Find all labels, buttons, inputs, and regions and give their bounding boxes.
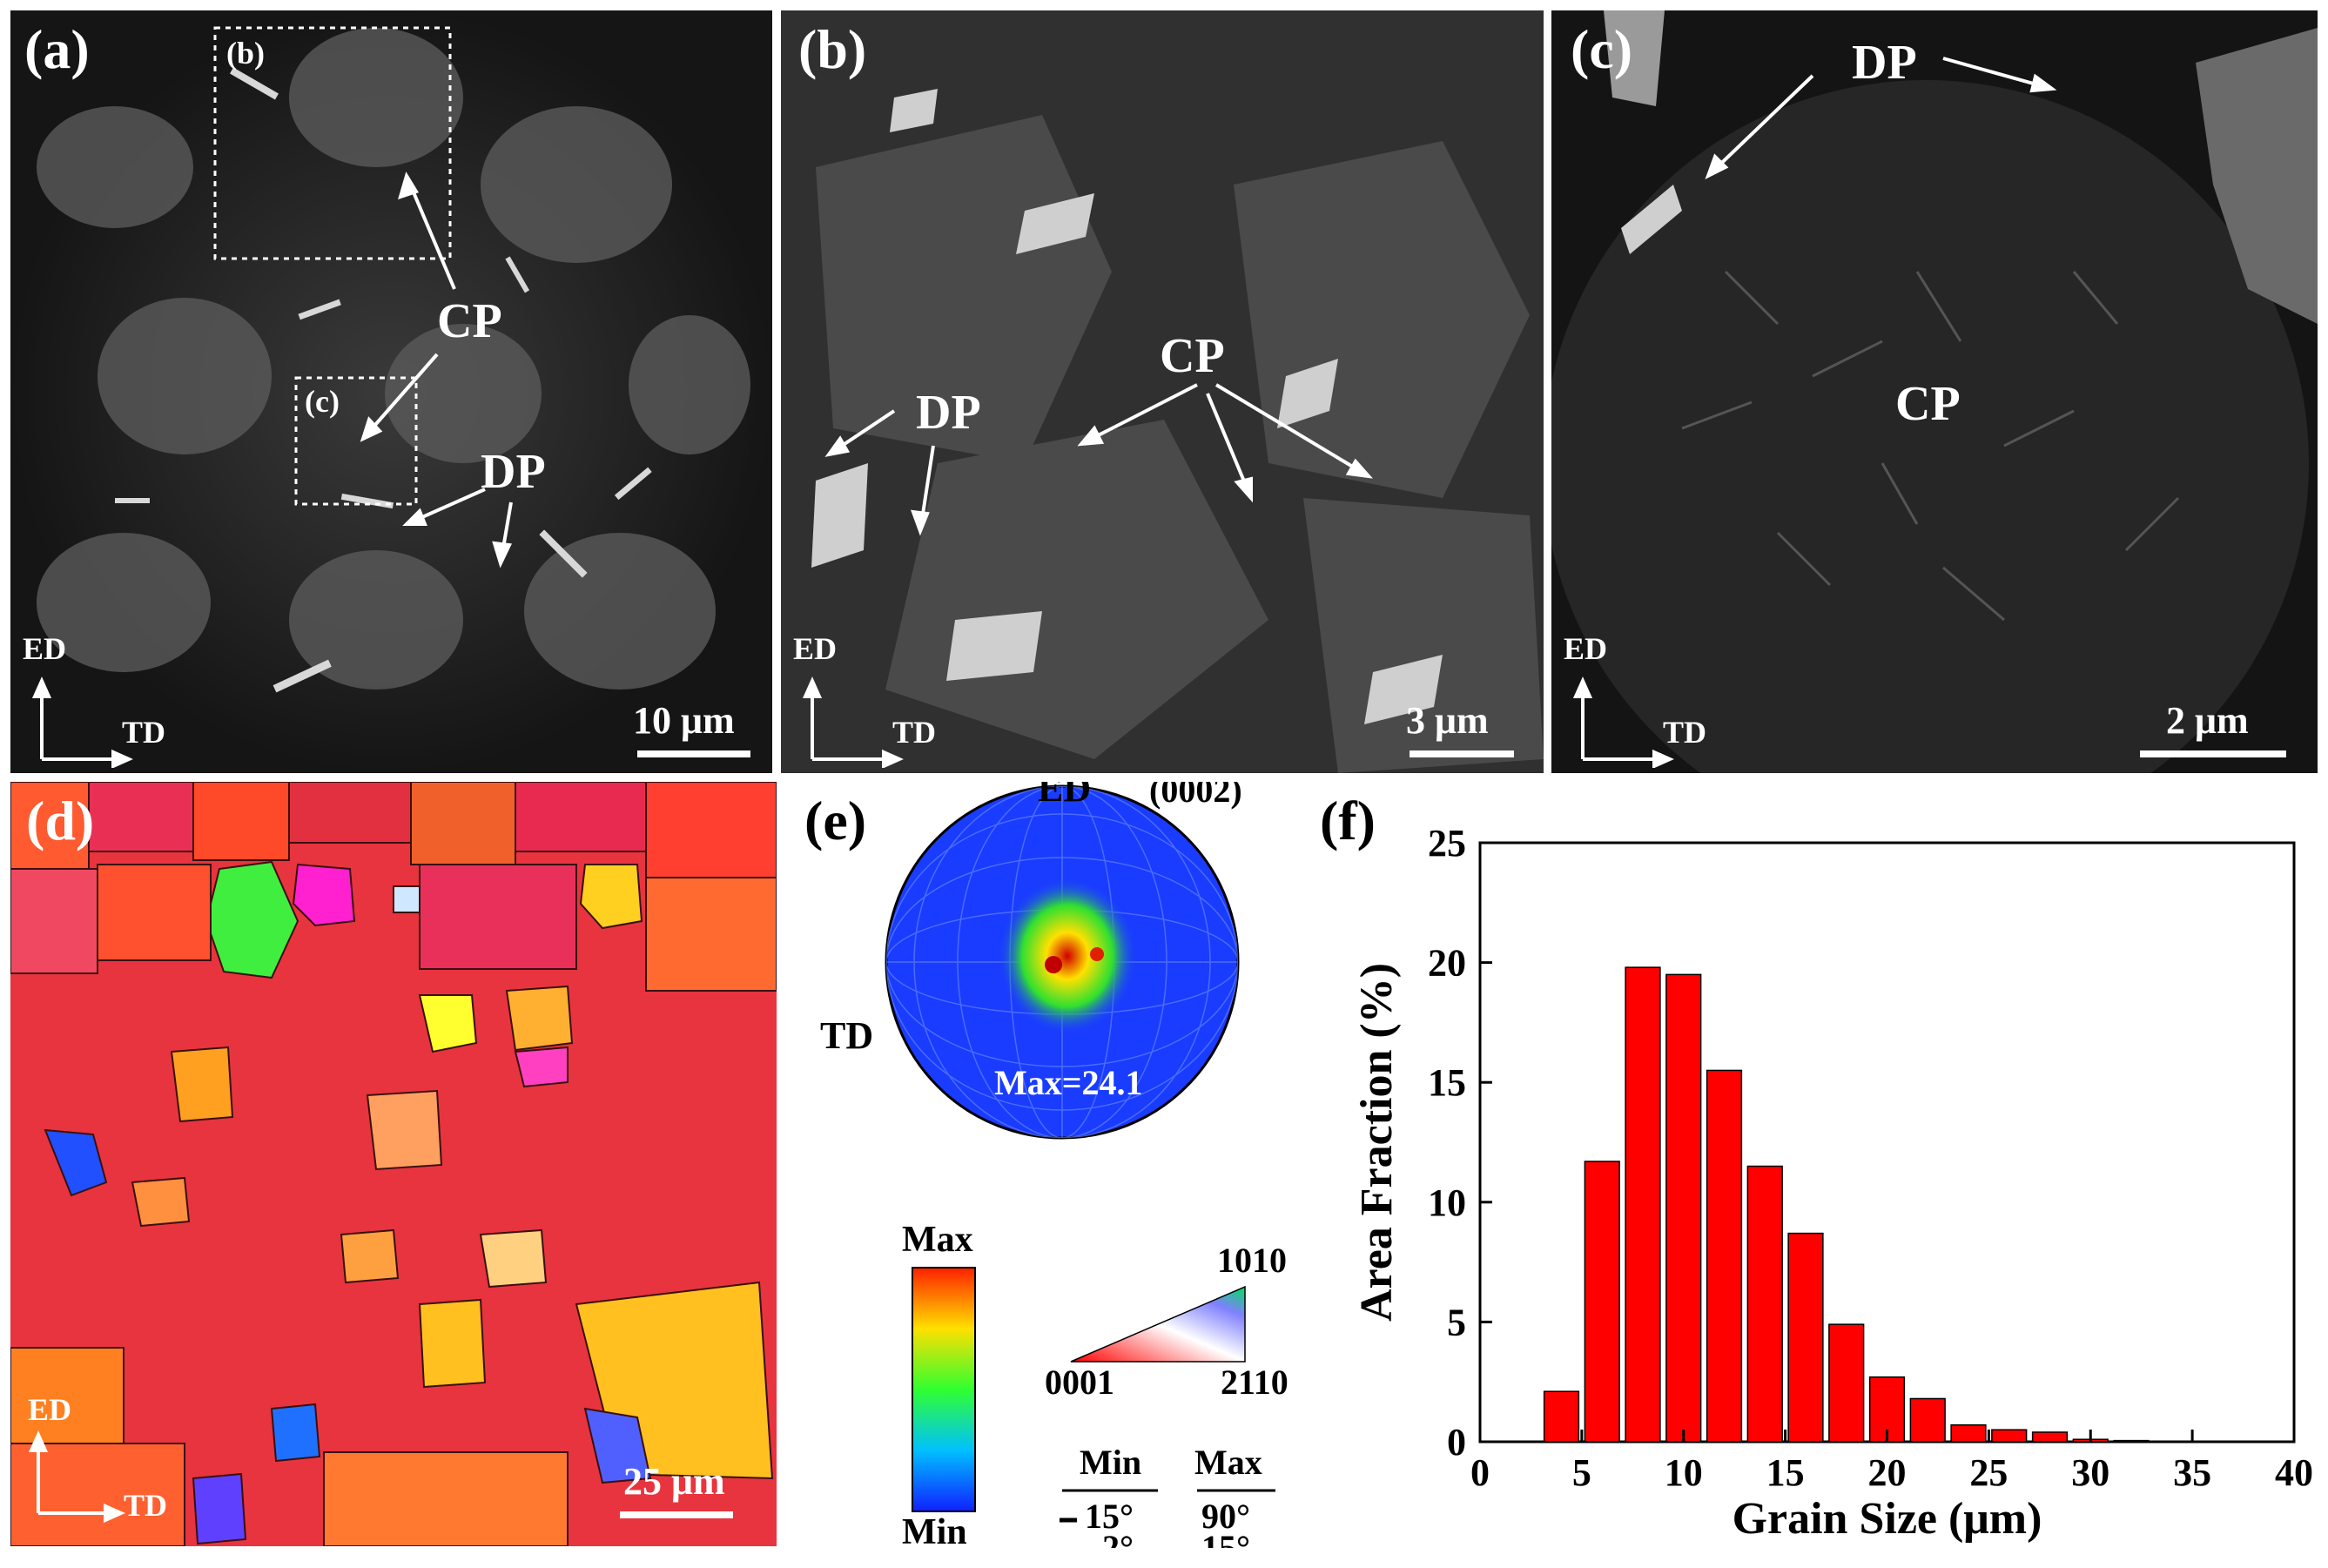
- pole-top-label: ED: [1038, 782, 1092, 810]
- histogram-bar: [1950, 1423, 1987, 1443]
- x-tick-label: 30: [2071, 1451, 2109, 1494]
- x-tick-label: 5: [1572, 1451, 1591, 1494]
- pole-plane-label: (0002): [1149, 782, 1242, 810]
- panel-d-label: (d): [26, 790, 95, 851]
- panel-c: (c) DP CP ED TD 2 μm: [1551, 10, 2318, 773]
- axis-ed: ED: [793, 631, 838, 666]
- cp-label: CP: [1160, 329, 1225, 383]
- panel-f: (f) 0 5 10 15 20 25 30 35 40 0 5 10 15 20 25 Grain Size…: [1306, 782, 2325, 1565]
- y-tick-label: 5: [1447, 1301, 1466, 1343]
- roi-c-box: [294, 376, 418, 506]
- histogram-bar: [2113, 1439, 2150, 1443]
- panel-c-texture: [1551, 10, 2318, 773]
- x-tick-label: 40: [2275, 1451, 2313, 1494]
- panel-c-label: (c): [1571, 18, 1633, 80]
- panel-d: (d) ED TD 25 μm: [10, 782, 777, 1546]
- axis-indicator: [31, 676, 133, 768]
- legend-row1-max: 90°: [1201, 1497, 1250, 1536]
- x-tick-label: 10: [1665, 1451, 1703, 1494]
- panel-b-texture: [781, 10, 1544, 773]
- axis-ed: ED: [23, 631, 67, 666]
- y-tick-label: 20: [1428, 942, 1466, 985]
- panel-a-label: (a): [24, 18, 90, 80]
- roi-b-box: [213, 26, 452, 260]
- ipf-top-label: 1010: [1217, 1241, 1287, 1280]
- panel-d-ebsd-map: [10, 782, 777, 1546]
- y-tick-label: 0: [1447, 1421, 1466, 1464]
- x-tick-label: 20: [1868, 1451, 1907, 1494]
- legend-max-header: Max: [1194, 1443, 1262, 1482]
- cp-label: CP: [437, 294, 502, 348]
- ipf-triangle: [1070, 1285, 1246, 1363]
- dp-label: DP: [481, 445, 546, 499]
- colorbar-min-label: Min: [902, 1512, 967, 1548]
- histogram-bar: [1746, 1165, 1783, 1443]
- panel-a-texture: [10, 10, 772, 773]
- colorbar-max-label: Max: [902, 1220, 973, 1260]
- histogram-bar: [2031, 1431, 2069, 1443]
- panel-a: (a) (b) (c) CP DP ED TD 10 μm: [10, 10, 772, 773]
- ipf-left-label: 0001: [1045, 1363, 1114, 1402]
- x-axis-label: Grain Size (μm): [1733, 1494, 2042, 1544]
- y-axis-label: Area Fraction (%): [1352, 963, 1402, 1322]
- y-tick-label: 25: [1428, 822, 1466, 865]
- dp-label: DP: [916, 386, 981, 440]
- legend-row2-max: 15°: [1201, 1528, 1250, 1548]
- roi-b-label: (b): [226, 36, 265, 71]
- ipf-right-label: 2110: [1221, 1363, 1288, 1402]
- pole-left-label: TD: [820, 1014, 874, 1057]
- axis-td: TD: [124, 1488, 168, 1523]
- axis-td: TD: [1663, 715, 1707, 750]
- panel-e-label: (e): [804, 790, 867, 851]
- x-tick-label: 25: [1969, 1451, 2008, 1494]
- histogram-bar: [1828, 1323, 1865, 1443]
- legend-min-header: Min: [1080, 1443, 1142, 1482]
- scale-bar: [637, 750, 750, 757]
- roi-c-label: (c): [305, 384, 340, 419]
- y-tick-label: 10: [1428, 1181, 1466, 1224]
- y-tick-label: 15: [1428, 1061, 1466, 1104]
- texture-peak: [998, 878, 1137, 1034]
- scale-bar: [1410, 750, 1514, 757]
- x-tick-label: 0: [1470, 1451, 1490, 1494]
- histogram-bar: [1706, 1069, 1743, 1443]
- legend-row2-min: 2°: [1102, 1528, 1134, 1548]
- histogram-bar: [1584, 1161, 1620, 1443]
- axis-indicator: [802, 676, 904, 768]
- axis-ed: ED: [28, 1392, 72, 1427]
- x-tick-label: 15: [1766, 1451, 1805, 1494]
- histogram-bar: [1543, 1390, 1580, 1443]
- cp-label: CP: [1895, 377, 1961, 431]
- histogram-bar: [1787, 1232, 1824, 1443]
- panel-b-label: (b): [798, 18, 867, 80]
- histogram-bar: [1991, 1429, 2028, 1443]
- max-value: Max=24.1: [994, 1063, 1143, 1102]
- axis-td: TD: [122, 715, 166, 750]
- panel-f-label: (f): [1320, 790, 1376, 851]
- axis-ed: ED: [1564, 631, 1608, 666]
- axis-td: TD: [892, 715, 937, 750]
- legend-row1-min: 15°: [1085, 1497, 1134, 1536]
- scale-text: 2 μm: [2166, 699, 2249, 742]
- histogram-bar: [1625, 966, 1661, 1443]
- scale-text: 25 μm: [623, 1460, 725, 1503]
- histogram-bar: [1665, 973, 1702, 1443]
- dp-label: DP: [1852, 36, 1917, 90]
- panel-e-graphic: [885, 784, 1275, 1523]
- panel-b: (b) CP DP ED TD 3 μm: [781, 10, 1544, 773]
- scale-text: 3 μm: [1406, 699, 1489, 742]
- scale-bar: [2140, 750, 2286, 757]
- panel-e: (e) ED (0002) TD Max=24.1 Max Min 1010 0…: [792, 782, 1288, 1548]
- scale-text: 10 μm: [633, 699, 735, 742]
- histogram-bar: [1909, 1397, 1946, 1443]
- colorbar: [912, 1267, 976, 1512]
- axis-indicator: [1572, 676, 1674, 768]
- x-tick-label: 35: [2173, 1451, 2211, 1494]
